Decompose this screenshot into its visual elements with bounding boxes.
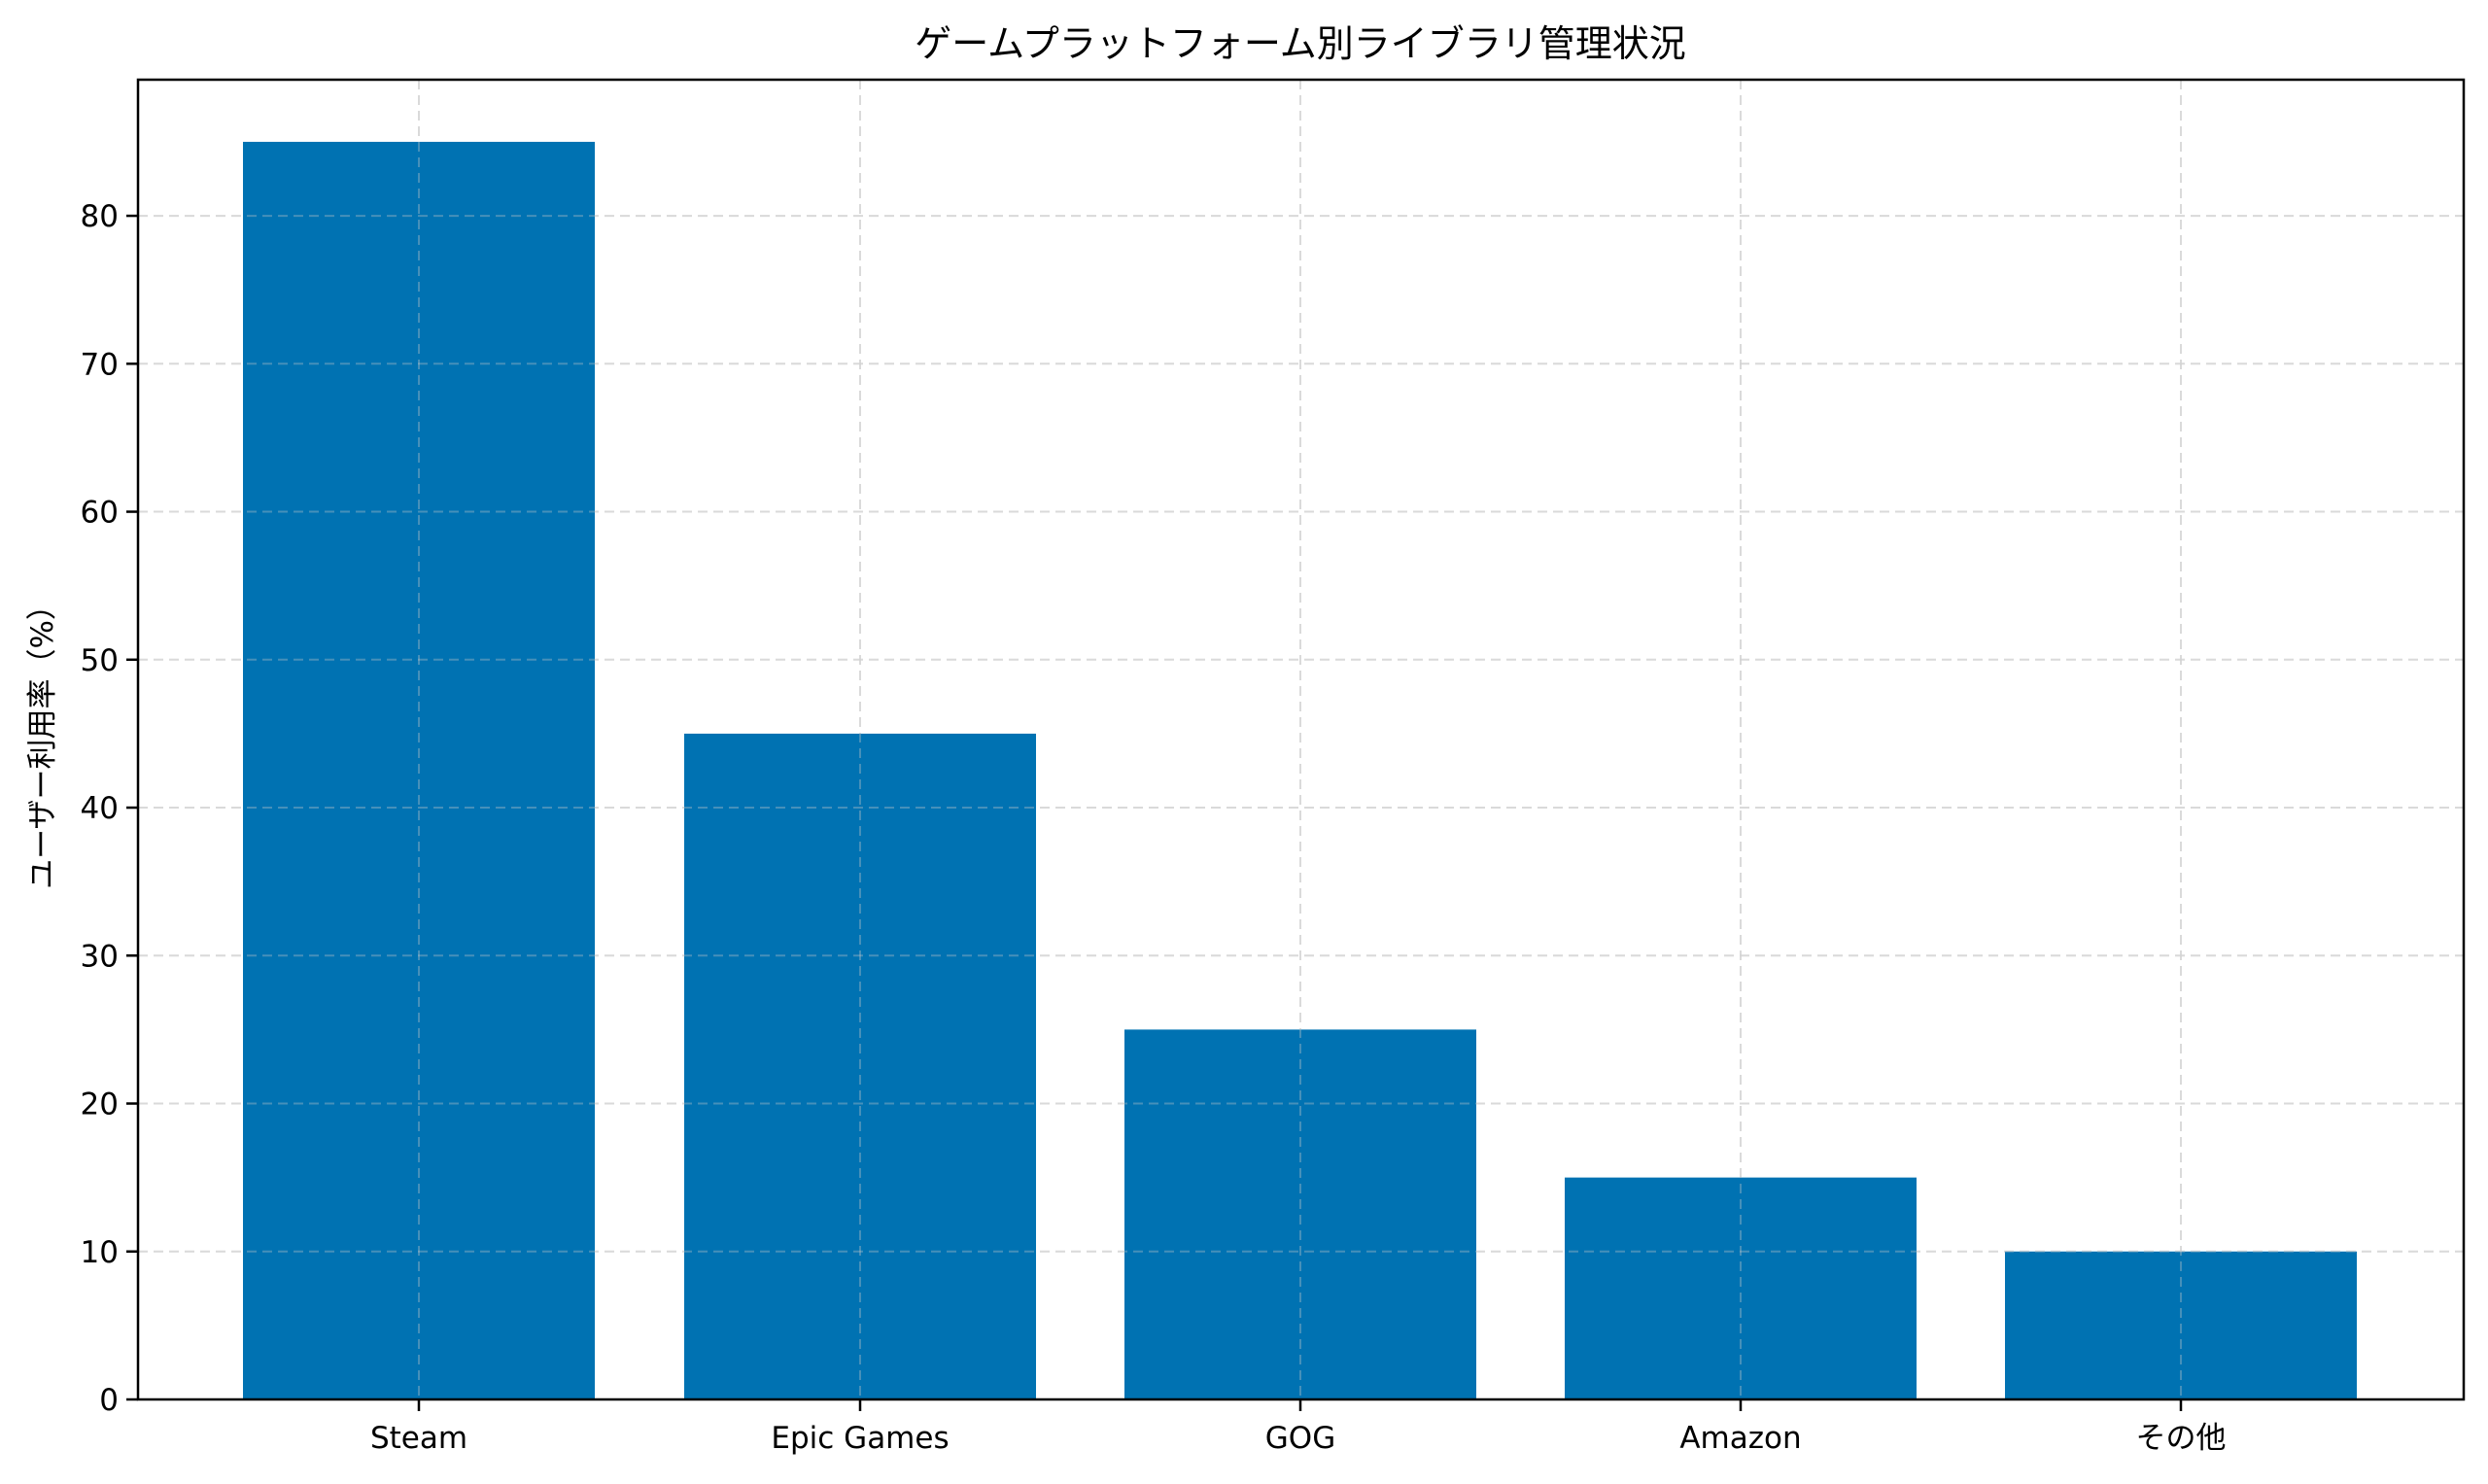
y-tick-label: 0: [99, 1383, 119, 1418]
bar-epic-games: [684, 733, 1036, 1399]
y-axis-label: ユーザー利用率（%）: [25, 590, 60, 889]
bars: [243, 141, 2357, 1400]
y-axis-ticks: 0 10 20 30 40 50 60 70 80: [81, 199, 138, 1418]
y-tick-label: 10: [81, 1235, 119, 1270]
x-tick-label: Epic Games: [771, 1421, 949, 1456]
x-tick-label: Amazon: [1679, 1421, 1801, 1456]
bar-gog: [1124, 1029, 1476, 1399]
y-tick-label: 40: [81, 791, 119, 826]
grid-lines-overlay: [138, 80, 2464, 1399]
x-tick-label: GOG: [1265, 1421, 1335, 1456]
y-tick-label: 20: [81, 1087, 119, 1122]
y-tick-label: 50: [81, 643, 119, 678]
bar-その他: [2005, 1251, 2357, 1399]
bar-amazon: [1565, 1177, 1917, 1399]
x-tick-label: Steam: [370, 1421, 467, 1456]
y-tick-label: 60: [81, 496, 119, 531]
x-axis-ticks: Steam Epic Games GOG Amazon その他: [370, 1399, 2227, 1456]
y-tick-label: 30: [81, 939, 119, 974]
chart-title: ゲームプラットフォーム別ライブラリ管理状況: [915, 22, 1685, 65]
bar-steam: [243, 141, 595, 1400]
x-tick-label: その他: [2136, 1421, 2227, 1456]
y-tick-label: 70: [81, 347, 119, 382]
y-tick-label: 80: [81, 199, 119, 234]
